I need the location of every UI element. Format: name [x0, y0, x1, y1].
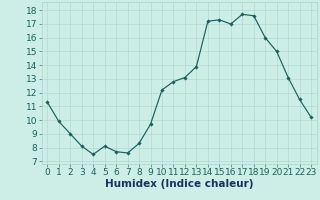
X-axis label: Humidex (Indice chaleur): Humidex (Indice chaleur)	[105, 179, 253, 189]
